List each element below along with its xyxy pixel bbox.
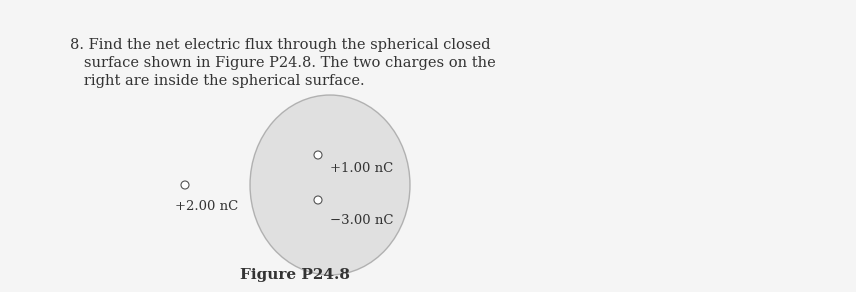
Text: −3.00 nC: −3.00 nC [330, 214, 394, 227]
Text: Figure P24.8: Figure P24.8 [240, 268, 350, 282]
Circle shape [314, 196, 322, 204]
Circle shape [314, 151, 322, 159]
Text: right are inside the spherical surface.: right are inside the spherical surface. [70, 74, 365, 88]
Text: surface shown in Figure P24.8. The two charges on the: surface shown in Figure P24.8. The two c… [70, 56, 496, 70]
Text: 8. Find the net electric flux through the spherical closed: 8. Find the net electric flux through th… [70, 38, 490, 52]
Text: +1.00 nC: +1.00 nC [330, 162, 393, 175]
Circle shape [181, 181, 189, 189]
Ellipse shape [250, 95, 410, 275]
Text: +2.00 nC: +2.00 nC [175, 200, 238, 213]
